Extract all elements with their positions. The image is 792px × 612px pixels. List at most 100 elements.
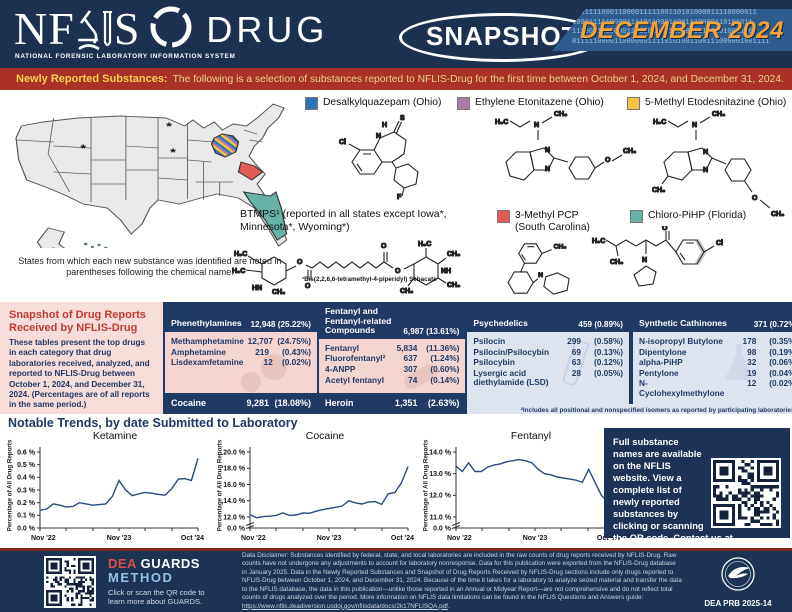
legend-label: Ethylene Etonitazene (Ohio) <box>475 97 604 108</box>
svg-text:14.0 %: 14.0 % <box>223 498 246 505</box>
snapshot-intro-panel: Snapshot of Drug Reports Received by NFL… <box>0 302 163 414</box>
logo-letter-s: S <box>113 3 141 54</box>
table-row: Psilocybin 63 (0.12%) <box>473 357 624 368</box>
legend-label: 5-Methyl Etodesnitazine (Ohio) <box>645 97 787 108</box>
asterisk-minnesota: * <box>166 120 173 133</box>
atom-label: O <box>662 226 668 232</box>
chart-ylabel: Percentage of All Drug Reports <box>422 439 430 532</box>
legend-label: 3-Methyl PCP (South Carolina) <box>515 210 590 233</box>
cocaine-line-chart: 0.0 % 12.0 % 14.0 % 16.0 % 18.0 % 20.0 % Nov '… <box>223 447 414 542</box>
atom-label: CH₃ <box>610 259 623 266</box>
state-ohio <box>210 133 240 158</box>
structure-btmps-image: H₃C H₃C HN CH₃ O O O O H₃C CH₃ NH CH₃ CH… <box>232 240 461 296</box>
atom-label: N <box>534 122 539 129</box>
atom-label: CH₃ <box>623 148 636 155</box>
ring-icon <box>150 6 192 48</box>
atom-label: NH <box>441 268 451 275</box>
guards-qr-code[interactable] <box>44 555 96 608</box>
banner-text: The following is a selection of substanc… <box>172 73 784 85</box>
atom-label: N <box>703 167 708 174</box>
asterisk-wyoming: * <box>80 142 87 155</box>
map-caption: States from which each new substance was… <box>18 256 282 277</box>
svg-text:20.0 %: 20.0 % <box>223 449 246 456</box>
state-alaska <box>36 227 66 248</box>
atom-label: N <box>545 147 550 154</box>
fentanyl-line-chart: 0.0 % 11.0 % 12.0 % 13.0 % 14.0 % Nov '22 Nov … <box>429 447 620 542</box>
table-row: 4-ANPP 307 (0.60%) <box>325 363 460 374</box>
table-right-half: Psychedelics 459 (0.89%) Psilocin 299 (0.58… <box>467 304 792 418</box>
binary-row: 1110001110000110100100011000001110101001… <box>572 28 753 36</box>
atom-label: H₃C <box>653 119 666 126</box>
table-row: Methamphetamine 12,707 (24.75%) <box>171 336 311 346</box>
atom-label: CH₃ <box>712 111 725 118</box>
microscope-icon <box>77 10 100 51</box>
disclaimer-link[interactable]: https://www.nflis.deadiversion.usdoj.gov… <box>242 602 448 610</box>
substance-list-qr-code[interactable] <box>711 458 781 528</box>
svg-text:Nov '23: Nov '23 <box>107 535 132 542</box>
binary-row: 1000111110000111101100011001110000110101… <box>572 18 753 27</box>
newly-reported-banner: Newly Reported Substances: The following… <box>0 68 792 90</box>
trend-line <box>249 466 409 519</box>
logo-drug-text: DRUG <box>206 9 329 50</box>
banner-label: Newly Reported Substances: <box>16 73 168 85</box>
atom-label: N <box>376 133 381 140</box>
atom-label: H₃C <box>232 268 245 275</box>
atom-label: O <box>605 157 611 164</box>
atom-label: Cl <box>339 139 346 146</box>
structure-ethylene-etonitazene-image: H₃C CH₃ N N N O CH₃ <box>494 110 637 181</box>
svg-text:0.0 %: 0.0 % <box>17 525 36 532</box>
btmps-footnote: ¹Bis(2,2,6,6-tetramethyl-4-piperidyl) Se… <box>302 276 437 283</box>
state-hawaii <box>83 242 108 248</box>
test-tube-icon <box>102 11 112 47</box>
atom-label: N <box>545 166 550 173</box>
guards-caption: Click or scan the QR code to learn more … <box>108 588 205 606</box>
legend-chloro-pihp: Chloro-PiHP (Florida) <box>630 210 746 223</box>
header-bar: N F S DRUG NATIONAL FORENSIC LABORATORY … <box>0 0 792 68</box>
svg-text:13.0 %: 13.0 % <box>429 471 452 478</box>
binary-band: 1001111000110000111110011010100001111000… <box>552 9 792 51</box>
svg-text:16.0 %: 16.0 % <box>223 482 246 489</box>
svg-text:0.4 %: 0.4 % <box>17 475 36 482</box>
svg-text:Nov '23: Nov '23 <box>317 535 342 542</box>
svg-text:14.0 %: 14.0 % <box>429 449 452 456</box>
atom-label: HN <box>252 285 262 292</box>
chart-ylabel: Percentage of All Drug Reports <box>216 439 224 532</box>
svg-text:Oct '24: Oct '24 <box>181 535 204 542</box>
svg-text:0.0 %: 0.0 % <box>433 525 452 532</box>
atom-label: CH₃ <box>554 244 567 251</box>
us-map: * * * <box>15 103 288 248</box>
trends-heading: Notable Trends, by date Submitted to Lab… <box>8 416 298 430</box>
svg-text:Oct '24: Oct '24 <box>597 535 620 542</box>
atom-label: CH₃ <box>447 251 460 258</box>
svg-text:0.5 %: 0.5 % <box>17 462 36 469</box>
atom-label: H₃C <box>234 251 247 258</box>
dea-seal-icon <box>721 556 755 591</box>
footer-bar: DEA GUARDS METHOD Click or scan the QR c… <box>0 548 792 612</box>
info-text: Full substance names are available on th… <box>613 436 733 543</box>
atom-label: CH₃ <box>771 211 784 218</box>
atom-label: CH₃ <box>652 187 665 194</box>
svg-text:Nov '23: Nov '23 <box>523 535 548 542</box>
table-row: Psilocin/Psilocybin 69 (0.13%) <box>473 346 624 357</box>
disclaimer-period: . <box>447 602 450 610</box>
legend-ethylene-etonitazene: Ethylene Etonitazene (Ohio) <box>457 97 604 110</box>
state-florida <box>242 191 288 241</box>
atom-label: Cl <box>716 240 723 247</box>
table-row: Lysergic acid diethylamide (LSD) 28 (0.05%… <box>473 367 624 388</box>
table-row: Acetyl fentanyl 74 (0.14%) <box>325 374 460 385</box>
issue-date: DECEMBER 2024 <box>580 17 784 44</box>
atom-label: F <box>397 194 402 200</box>
atom-label: N <box>538 272 543 279</box>
chart-ylabel: Percentage of All Drug Reports <box>6 439 14 532</box>
table-header: Fentanyl and Fentanyl-related Compounds 6… <box>325 306 460 336</box>
atom-label: H₃C <box>495 119 508 126</box>
snapshot-description: These tables present the top drugs in ea… <box>9 338 150 410</box>
legend-swatch-blue <box>305 97 318 110</box>
atom-label: CH₃ <box>272 289 285 296</box>
atom-label: H₃C <box>592 238 605 245</box>
atom-label: CH₃ <box>554 111 567 118</box>
